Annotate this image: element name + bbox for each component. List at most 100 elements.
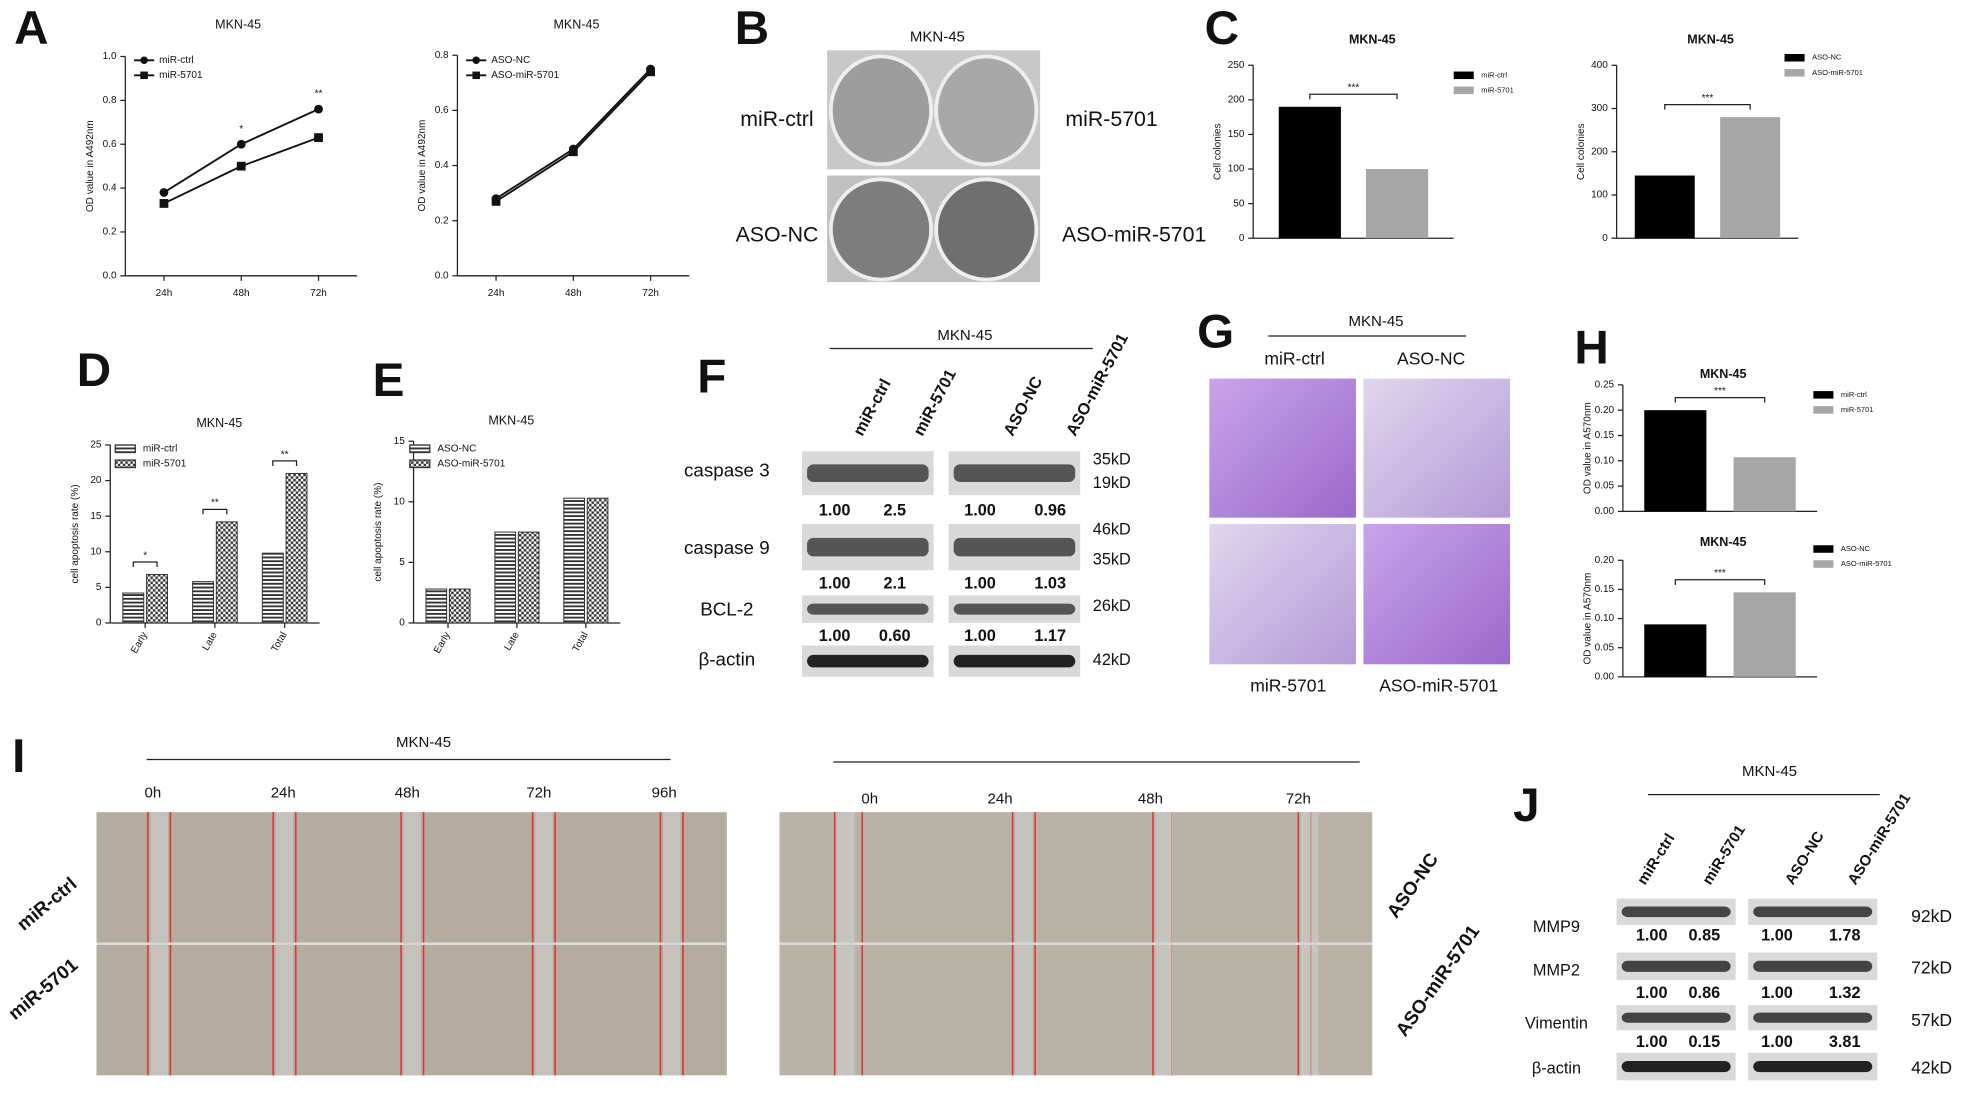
quant-value: 3.81 [1829, 1033, 1861, 1051]
legend-swatch [1813, 391, 1834, 399]
significance: *** [1714, 568, 1726, 579]
y-tick-label: 200 [1591, 146, 1608, 157]
blot-j-band [1621, 906, 1731, 918]
significance: ** [211, 498, 219, 509]
quant-value: 1.00 [964, 574, 996, 592]
time-label: 0h [861, 791, 878, 808]
y-axis-label: OD value in A570nm [1582, 573, 1593, 665]
panel-letter: A [14, 2, 48, 55]
y-tick-label: 0 [96, 618, 102, 629]
legend-swatch [1453, 71, 1474, 80]
x-tick-label: Early [129, 630, 150, 655]
blot-f-band [953, 537, 1076, 557]
panel-letter: I [12, 730, 25, 783]
y-tick-label: 50 [1233, 198, 1245, 209]
y-tick-label: 10 [394, 496, 406, 507]
quant-value: 2.5 [883, 502, 906, 520]
wound-gap [1155, 812, 1173, 1076]
row-label: miR-5701 [4, 954, 81, 1024]
y-tick-label: 0.6 [435, 105, 449, 116]
stain-image [1363, 378, 1511, 518]
quant-value: 0.60 [879, 627, 911, 645]
size-label: 46kD [1093, 521, 1131, 539]
y-tick-label: 5 [96, 582, 102, 593]
time-label: 0h [145, 784, 162, 801]
blot-f-band [953, 654, 1076, 668]
y-tick-label: 0.00 [1595, 506, 1615, 517]
legend-swatch [1813, 406, 1834, 414]
legend-label: ASO-miR-5701 [1812, 68, 1863, 77]
y-tick-label: 0.0 [103, 270, 117, 281]
sample-label: miR-ctrl [1264, 348, 1324, 368]
marker [159, 199, 169, 208]
quant-value: 1.00 [1636, 1033, 1668, 1051]
wound-gap [662, 812, 681, 1076]
y-axis-label: cell apoptosis rate (%) [373, 483, 384, 582]
x-tick-label: 48h [565, 288, 582, 299]
y-tick-label: 200 [1228, 95, 1245, 106]
lane-label: ASO-NC [1782, 828, 1828, 887]
y-tick-label: 1.0 [103, 51, 117, 62]
line [163, 108, 319, 194]
panel-letter: J [1513, 779, 1539, 832]
sample-label: miR-5701 [1065, 107, 1157, 131]
y-tick-label: 0 [1239, 233, 1245, 244]
y-axis-label: cell apoptosis rate (%) [70, 484, 81, 583]
y-tick-label: 0 [1602, 233, 1608, 244]
legend-marker [140, 71, 148, 80]
y-axis-label: Cell colonies [1213, 123, 1224, 180]
bar [1733, 592, 1796, 677]
sample-label: miR-ctrl [740, 107, 813, 131]
panel-letter: C [1205, 2, 1239, 55]
quant-value: 1.78 [1829, 927, 1861, 945]
quant-value: 0.15 [1688, 1033, 1720, 1051]
sample-label: ASO-NC [736, 222, 819, 246]
x-tick-label: Total [571, 630, 591, 654]
quant-value: 1.32 [1829, 984, 1861, 1002]
significance: * [143, 550, 147, 561]
protein-label: caspase 9 [684, 537, 770, 558]
quant-value: 0.96 [1034, 502, 1066, 520]
blot-f-band [807, 537, 929, 557]
y-tick-label: 0.25 [1595, 379, 1615, 390]
significance: ** [281, 449, 289, 460]
time-label: 24h [271, 784, 296, 801]
legend-label: ASO-NC [1812, 53, 1842, 62]
dish [828, 177, 933, 282]
marker [646, 67, 655, 77]
blot-f-band [807, 654, 929, 668]
row-label: ASO-miR-5701 [1391, 921, 1483, 1040]
sample-label: ASO-NC [1397, 348, 1465, 368]
lane-label: ASO-miR-5701 [1845, 790, 1915, 887]
size-label: 35kD [1093, 551, 1131, 569]
bar [1720, 117, 1781, 239]
chart-title: MKN-45 [215, 17, 261, 31]
significance: *** [1714, 386, 1726, 397]
blot-j-band [1753, 960, 1873, 972]
quant-value: 0.85 [1688, 927, 1720, 945]
stain-image [1209, 378, 1356, 518]
legend-label: ASO-NC [1841, 544, 1871, 553]
y-tick-label: 0.6 [103, 139, 117, 150]
size-label: 42kD [1093, 651, 1131, 669]
significance-bracket [272, 460, 298, 466]
legend-label: ASO-miR-5701 [437, 458, 505, 469]
row-label: miR-ctrl [13, 873, 81, 935]
panel-letter: G [1197, 305, 1234, 358]
legend-label: miR-5701 [159, 70, 203, 81]
chart-title: MKN-45 [1700, 367, 1747, 381]
bar [1644, 624, 1707, 677]
y-axis-label: OD value in A570nm [1582, 402, 1593, 494]
y-tick-label: 15 [90, 511, 102, 522]
sample-label: ASO-miR-5701 [1379, 675, 1498, 695]
y-tick-label: 0.2 [435, 215, 449, 226]
size-label: 26kD [1093, 597, 1131, 615]
panel-letter: D [77, 344, 111, 397]
bar [517, 531, 540, 624]
x-tick-label: Early [432, 630, 453, 655]
legend-swatch [1813, 560, 1834, 568]
quant-value: 0.86 [1688, 984, 1720, 1002]
wound-gap [275, 812, 294, 1076]
y-tick-label: 25 [90, 440, 102, 451]
marker [159, 188, 169, 197]
